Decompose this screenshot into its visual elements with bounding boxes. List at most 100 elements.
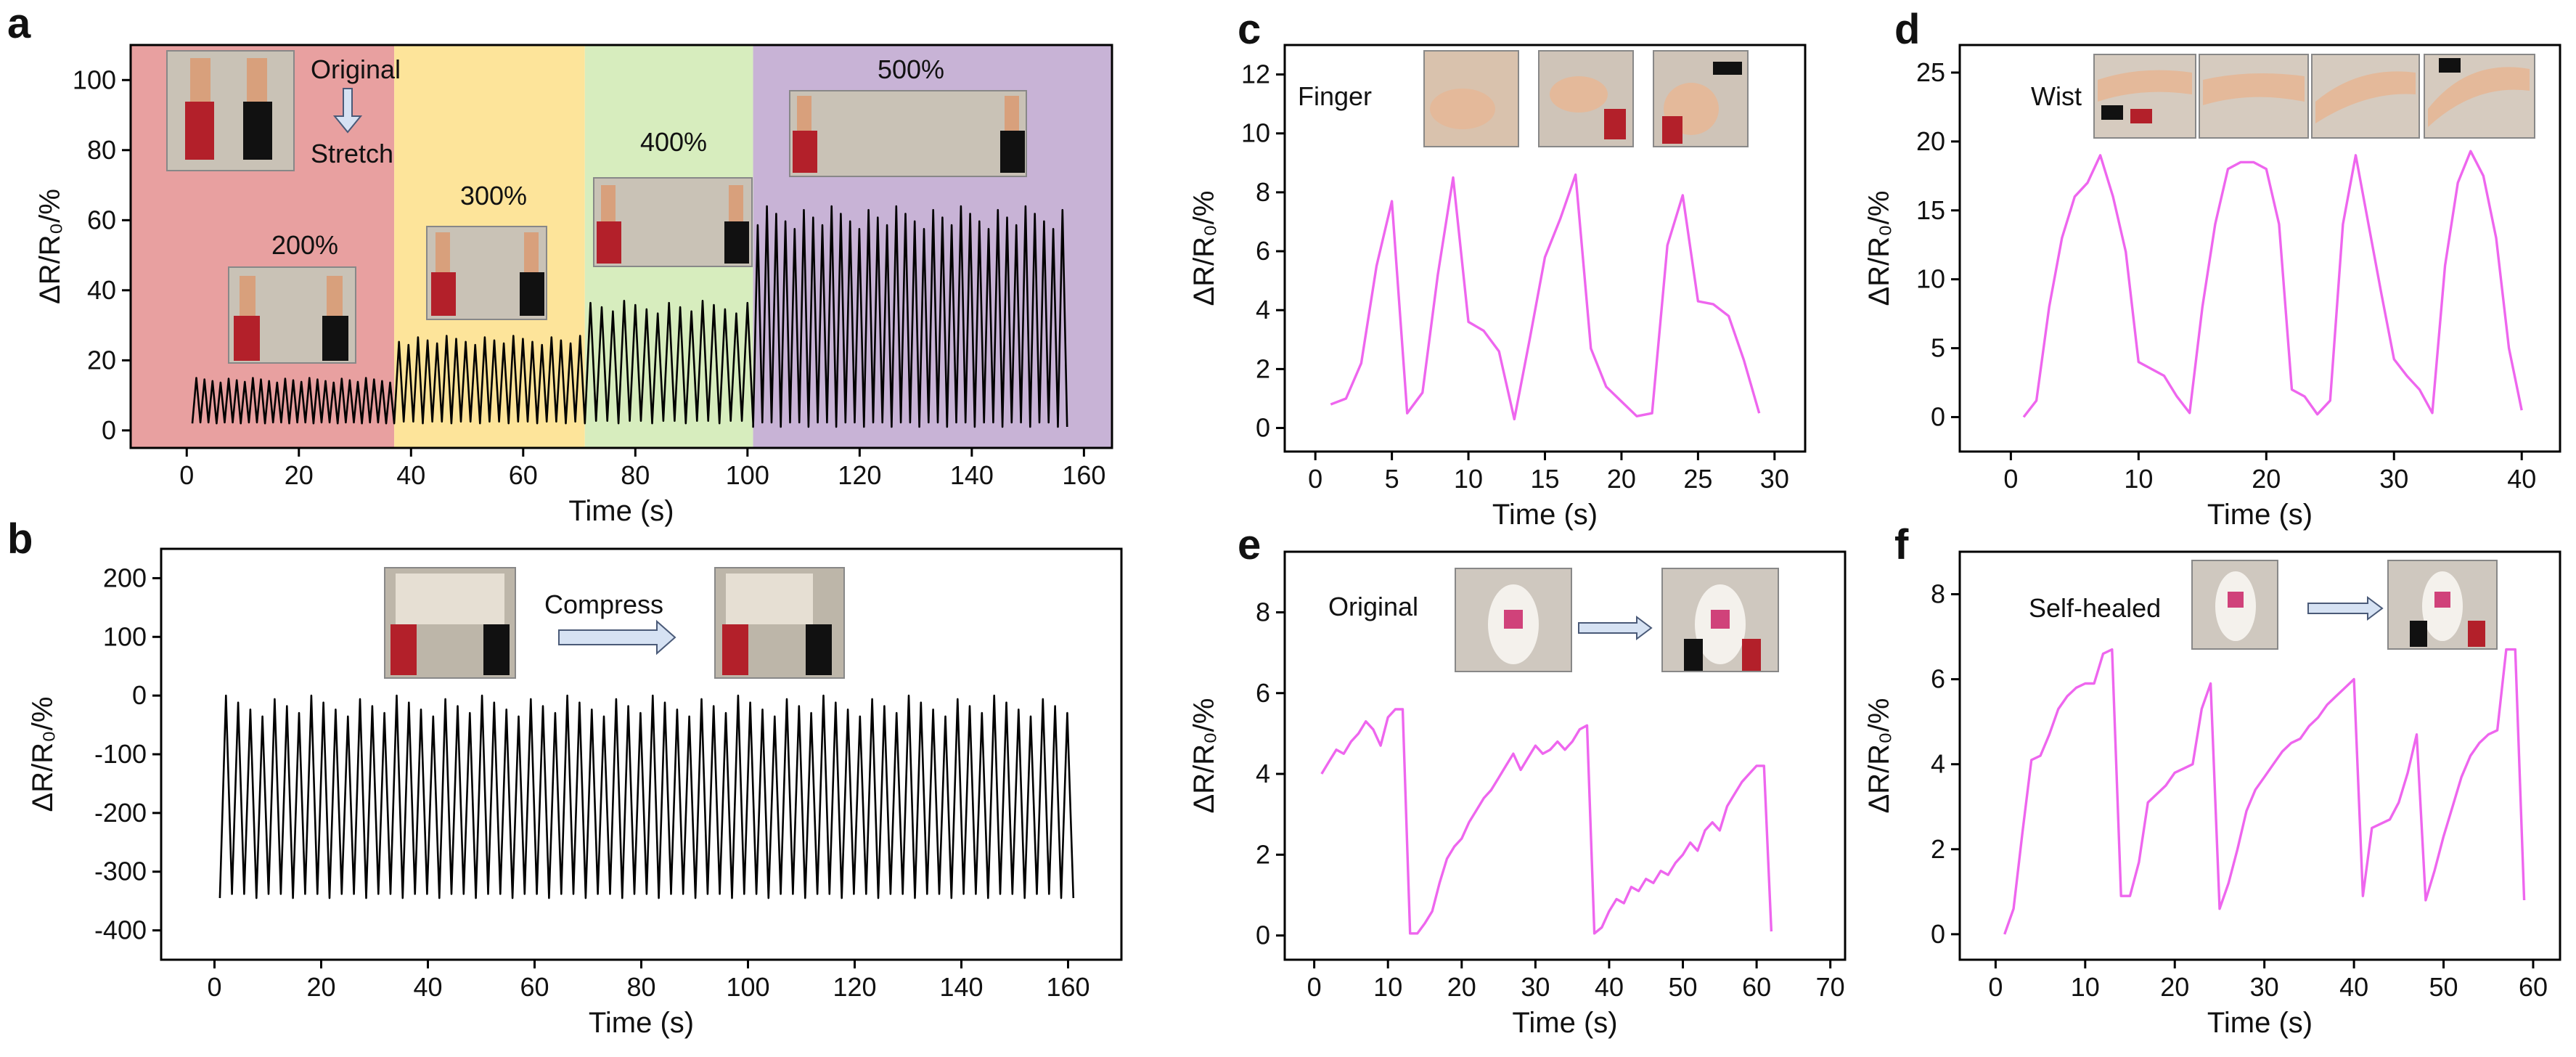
x-tick-label: 25 xyxy=(1683,464,1712,494)
photo-inset-original-clamp xyxy=(166,50,295,171)
series-line xyxy=(1320,708,1773,935)
y-tick-label: 8 xyxy=(1256,177,1270,207)
y-tick-label: 5 xyxy=(1931,333,1945,363)
x-tick-label: 100 xyxy=(726,460,769,490)
y-tick-label: 25 xyxy=(1916,57,1945,87)
y-tick-label: 6 xyxy=(1256,678,1270,708)
x-tick-label: 70 xyxy=(1816,972,1845,1002)
x-tick-label: 80 xyxy=(621,460,650,490)
y-tick-label: 4 xyxy=(1256,759,1270,788)
panel-letter-c: c xyxy=(1238,6,1261,53)
anno-wist: Wist xyxy=(2031,81,2082,111)
y-tick-label: 0 xyxy=(1931,919,1945,949)
y-tick-label: 100 xyxy=(73,65,116,94)
arrow-right-icon xyxy=(558,619,676,656)
y-tick-label: 6 xyxy=(1931,664,1945,694)
x-tick-label: 20 xyxy=(285,460,314,490)
x-tick-label: 50 xyxy=(2429,972,2458,1002)
region-label: 500% xyxy=(878,54,944,84)
y-tick-label: 60 xyxy=(87,205,116,234)
x-tick-label: 0 xyxy=(1308,464,1322,494)
y-tick-label: 80 xyxy=(87,135,116,165)
y-tick-label: 10 xyxy=(1241,118,1270,148)
x-tick-label: 60 xyxy=(520,972,549,1002)
plot-frame xyxy=(1958,550,2561,961)
x-tick-label: 160 xyxy=(1046,972,1089,1002)
series-line xyxy=(191,205,1068,428)
panel-letter-d: d xyxy=(1894,6,1920,53)
photo-inset-wrist-3 xyxy=(2311,54,2420,139)
arrow-right-icon-e xyxy=(1578,616,1653,640)
y-axis-title: ΔR/R₀/% xyxy=(27,697,59,812)
region-label: 300% xyxy=(460,181,527,211)
y-tick-label: 10 xyxy=(1916,264,1945,294)
y-tick-label: 2 xyxy=(1256,839,1270,869)
y-tick-label: 8 xyxy=(1931,579,1945,609)
y-tick-label: -400 xyxy=(94,915,147,945)
x-tick-label: 20 xyxy=(2160,972,2189,1002)
anno-finger: Finger xyxy=(1298,81,1372,111)
y-tick-label: 40 xyxy=(87,275,116,305)
y-axis-title: ΔR/R₀/% xyxy=(1863,191,1895,306)
y-tick-label: 2 xyxy=(1256,354,1270,383)
x-tick-label: 10 xyxy=(1373,972,1402,1002)
y-tick-label: 200 xyxy=(103,563,147,592)
y-tick-label: 0 xyxy=(1256,413,1270,443)
x-tick-label: 0 xyxy=(1988,972,2003,1002)
panel-f: 0 10 20 30 40 50 60 0 2 4 6 8 Time (s) ΔR/R₀/% xyxy=(1863,550,2561,1039)
photo-inset-wrist-1 xyxy=(2093,54,2196,139)
y-tick-label: 4 xyxy=(1931,749,1945,779)
anno-compress: Compress xyxy=(544,589,663,619)
y-tick-label: 12 xyxy=(1241,60,1270,89)
x-tick-label: 0 xyxy=(2003,464,2018,494)
x-tick-label: 10 xyxy=(1454,464,1483,494)
y-tick-label: 0 xyxy=(132,680,147,710)
x-tick-label: 20 xyxy=(2252,464,2281,494)
y-tick-label: 0 xyxy=(1931,402,1945,432)
arrow-right-icon-f xyxy=(2307,596,2384,621)
x-tick-label: 140 xyxy=(950,460,994,490)
x-axis-title: Time (s) xyxy=(2207,499,2313,531)
photo-inset-finger-3 xyxy=(1653,50,1749,147)
y-axis-title: ΔR/R₀/% xyxy=(1188,191,1220,306)
plot-frame xyxy=(129,44,1113,449)
series-line xyxy=(218,694,1075,899)
panel-letter-e: e xyxy=(1238,521,1261,568)
photo-inset-200 xyxy=(228,266,356,364)
y-tick-label: 0 xyxy=(1256,921,1270,950)
x-tick-label: 0 xyxy=(207,972,221,1002)
photo-inset-mouse-measured xyxy=(1661,568,1779,672)
x-tick-label: 40 xyxy=(396,460,425,490)
y-tick-label: 0 xyxy=(102,415,116,445)
series-line xyxy=(2003,648,2526,935)
photo-inset-compress-before xyxy=(384,567,516,679)
y-tick-label: 2 xyxy=(1931,834,1945,864)
x-tick-label: 60 xyxy=(509,460,538,490)
x-tick-label: 20 xyxy=(1607,464,1636,494)
y-tick-label: 100 xyxy=(103,621,147,651)
y-tick-label: -100 xyxy=(94,739,147,769)
x-tick-label: 60 xyxy=(2519,972,2548,1002)
photo-inset-mouse-selfhealed-measured xyxy=(2387,560,2498,650)
anno-stretch: Stretch xyxy=(311,139,393,168)
x-tick-label: 40 xyxy=(2339,972,2368,1002)
x-tick-label: 5 xyxy=(1385,464,1399,494)
x-tick-label: 100 xyxy=(726,972,769,1002)
y-tick-label: 4 xyxy=(1256,295,1270,325)
photo-inset-500 xyxy=(789,90,1027,177)
x-tick-label: 20 xyxy=(1447,972,1476,1002)
x-tick-label: 120 xyxy=(838,460,881,490)
x-tick-label: 40 xyxy=(413,972,442,1002)
photo-inset-mouse-original xyxy=(1455,568,1572,672)
panel-letter-b: b xyxy=(7,515,33,563)
y-tick-label: -300 xyxy=(94,857,147,886)
region-label: 200% xyxy=(271,230,338,260)
x-tick-label: 160 xyxy=(1062,460,1105,490)
x-tick-label: 120 xyxy=(833,972,876,1002)
x-tick-label: 40 xyxy=(2507,464,2536,494)
x-tick-label: 30 xyxy=(2379,464,2408,494)
x-tick-label: 20 xyxy=(306,972,335,1002)
y-tick-label: 6 xyxy=(1256,236,1270,266)
photo-inset-finger-1 xyxy=(1423,50,1519,147)
